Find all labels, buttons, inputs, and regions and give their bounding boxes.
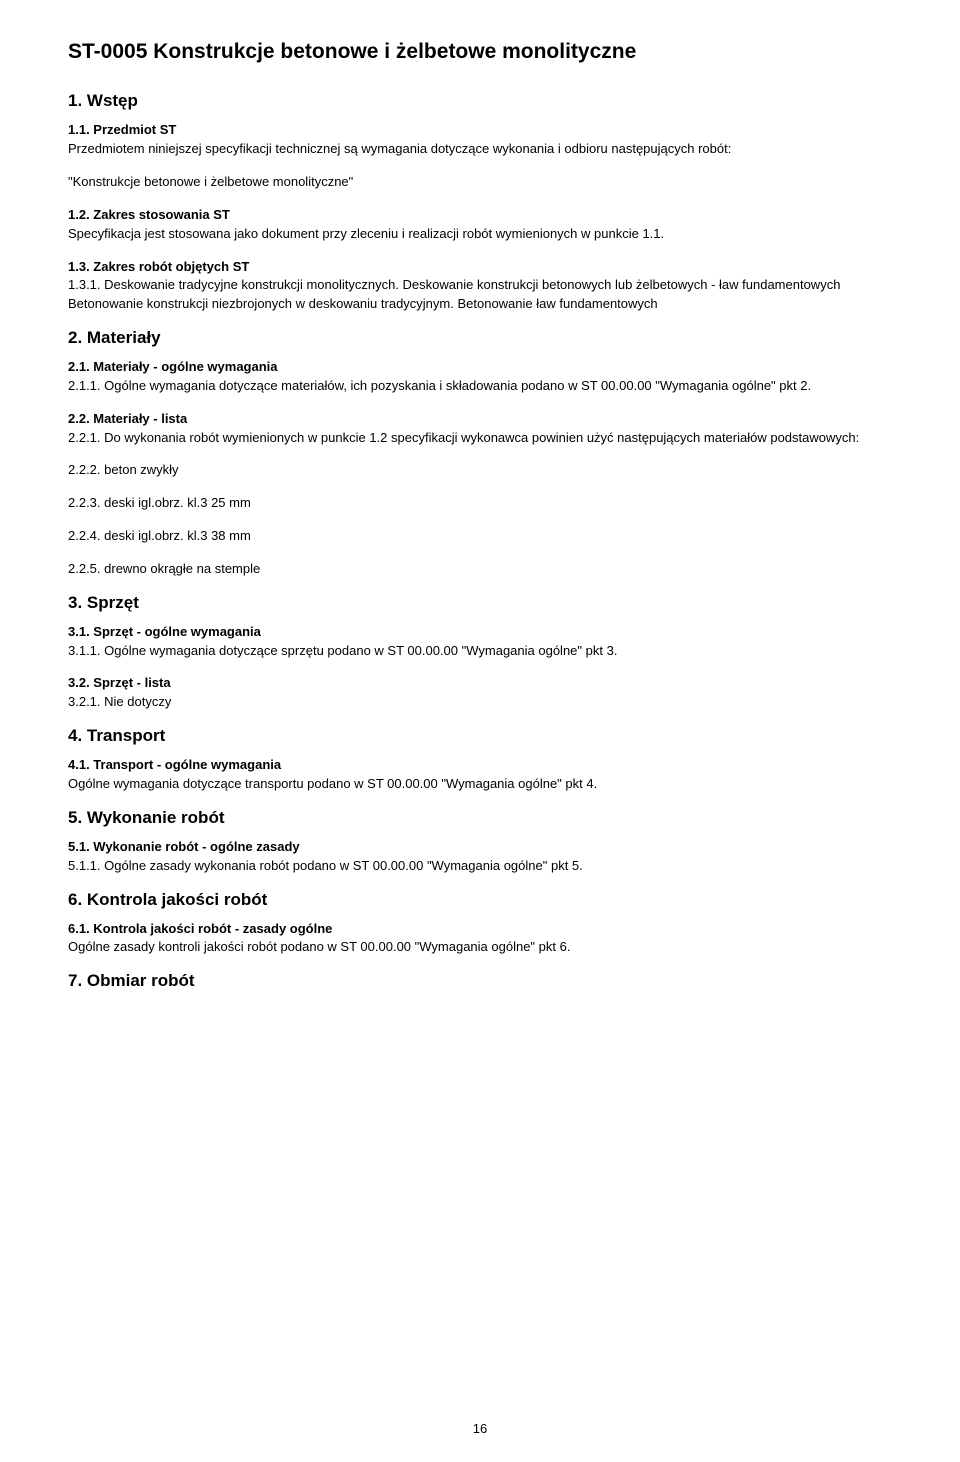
section-1-3-body: 1.3.1. Deskowanie tradycyjne konstrukcji… — [68, 276, 892, 314]
section-3-1-body: 3.1.1. Ogólne wymagania dotyczące sprzęt… — [68, 642, 892, 661]
document-page: ST-0005 Konstrukcje betonowe i żelbetowe… — [0, 0, 960, 1462]
section-5-1: 5.1. Wykonanie robót - ogólne zasady 5.1… — [68, 838, 892, 876]
section-2-1-body: 2.1.1. Ogólne wymagania dotyczące materi… — [68, 377, 892, 396]
section-2-2-body: 2.2.1. Do wykonania robót wymienionych w… — [68, 429, 892, 448]
material-item-2-text: 2.2.3. deski igl.obrz. kl.3 25 mm — [68, 494, 892, 513]
section-1-1-quote: "Konstrukcje betonowe i żelbetowe monoli… — [68, 173, 892, 192]
section-1-1-body: Przedmiotem niniejszej specyfikacji tech… — [68, 140, 892, 159]
material-item-4-text: 2.2.5. drewno okrągłe na stemple — [68, 560, 892, 579]
section-3-2-body: 3.2.1. Nie dotyczy — [68, 693, 892, 712]
section-2-2: 2.2. Materiały - lista 2.2.1. Do wykonan… — [68, 410, 892, 448]
section-1-3: 1.3. Zakres robót objętych ST 1.3.1. Des… — [68, 258, 892, 315]
section-1-2-title: 1.2. Zakres stosowania ST — [68, 206, 892, 225]
section-1-heading: 1. Wstęp — [68, 91, 892, 111]
material-item-4: 2.2.5. drewno okrągłe na stemple — [68, 560, 892, 579]
section-6-1-title: 6.1. Kontrola jakości robót - zasady ogó… — [68, 920, 892, 939]
section-2-1-title: 2.1. Materiały - ogólne wymagania — [68, 358, 892, 377]
section-1-1: 1.1. Przedmiot ST Przedmiotem niniejszej… — [68, 121, 892, 192]
page-number: 16 — [0, 1421, 960, 1436]
section-3-2: 3.2. Sprzęt - lista 3.2.1. Nie dotyczy — [68, 674, 892, 712]
section-1-3-title: 1.3. Zakres robót objętych ST — [68, 258, 892, 277]
section-1-2: 1.2. Zakres stosowania ST Specyfikacja j… — [68, 206, 892, 244]
section-2-1: 2.1. Materiały - ogólne wymagania 2.1.1.… — [68, 358, 892, 396]
section-3-1: 3.1. Sprzęt - ogólne wymagania 3.1.1. Og… — [68, 623, 892, 661]
material-item-3-text: 2.2.4. deski igl.obrz. kl.3 38 mm — [68, 527, 892, 546]
section-5-1-title: 5.1. Wykonanie robót - ogólne zasady — [68, 838, 892, 857]
section-4-1-title: 4.1. Transport - ogólne wymagania — [68, 756, 892, 775]
material-item-1: 2.2.2. beton zwykły — [68, 461, 892, 480]
section-3-2-title: 3.2. Sprzęt - lista — [68, 674, 892, 693]
section-4-1: 4.1. Transport - ogólne wymagania Ogólne… — [68, 756, 892, 794]
section-1-2-body: Specyfikacja jest stosowana jako dokumen… — [68, 225, 892, 244]
section-5-heading: 5. Wykonanie robót — [68, 808, 892, 828]
section-6-1-body: Ogólne zasady kontroli jakości robót pod… — [68, 938, 892, 957]
section-2-2-title: 2.2. Materiały - lista — [68, 410, 892, 429]
section-1-1-title: 1.1. Przedmiot ST — [68, 121, 892, 140]
section-6-heading: 6. Kontrola jakości robót — [68, 890, 892, 910]
section-4-heading: 4. Transport — [68, 726, 892, 746]
material-item-2: 2.2.3. deski igl.obrz. kl.3 25 mm — [68, 494, 892, 513]
section-4-1-body: Ogólne wymagania dotyczące transportu po… — [68, 775, 892, 794]
material-item-3: 2.2.4. deski igl.obrz. kl.3 38 mm — [68, 527, 892, 546]
document-title: ST-0005 Konstrukcje betonowe i żelbetowe… — [68, 38, 892, 65]
section-3-1-title: 3.1. Sprzęt - ogólne wymagania — [68, 623, 892, 642]
section-3-heading: 3. Sprzęt — [68, 593, 892, 613]
section-6-1: 6.1. Kontrola jakości robót - zasady ogó… — [68, 920, 892, 958]
material-item-1-text: 2.2.2. beton zwykły — [68, 461, 892, 480]
section-7-heading: 7. Obmiar robót — [68, 971, 892, 991]
section-5-1-body: 5.1.1. Ogólne zasady wykonania robót pod… — [68, 857, 892, 876]
section-2-heading: 2. Materiały — [68, 328, 892, 348]
